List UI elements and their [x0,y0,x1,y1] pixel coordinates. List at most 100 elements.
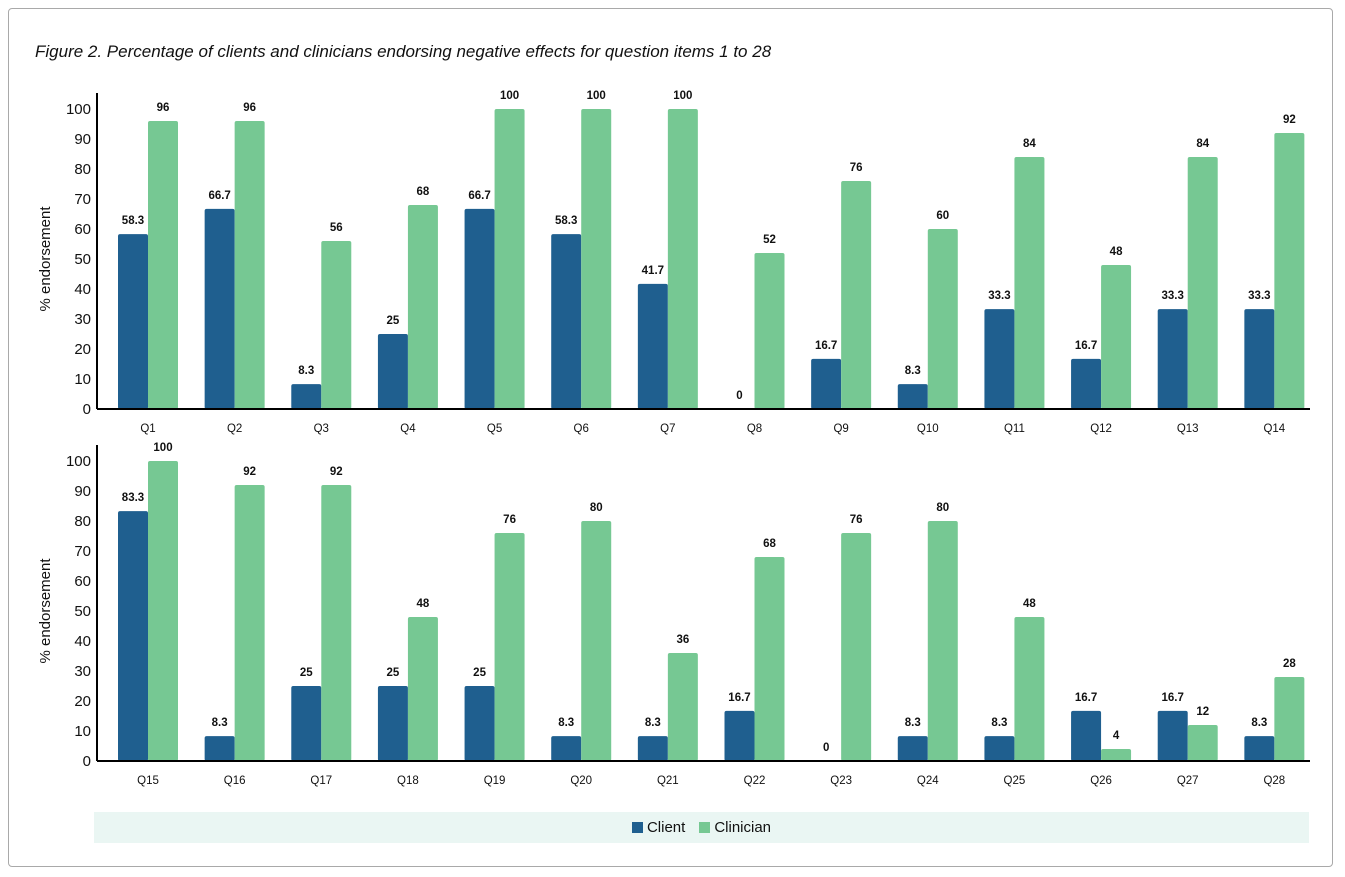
y-tick-label: 10 [74,723,91,740]
x-tick-label: Q17 [310,775,332,787]
bar-clinician [581,521,612,761]
data-label: 92 [330,466,343,478]
bar-client [551,736,582,761]
y-tick-label: 70 [74,543,91,560]
data-label: 48 [1110,246,1123,258]
x-tick-label: Q1 [140,423,155,435]
y-tick-label: 60 [74,573,91,590]
x-tick-label: Q22 [744,775,766,787]
data-label: 66.7 [208,190,230,202]
y-tick-label: 100 [66,453,91,470]
data-label: 76 [850,514,863,526]
bar-client [118,511,148,761]
bar-clinician [494,109,525,409]
bar-clinician [407,205,438,409]
data-label: 8.3 [905,717,921,729]
y-tick-label: 40 [74,633,91,650]
bar-client [637,283,668,409]
data-label: 16.7 [1162,692,1184,704]
data-label: 84 [1196,138,1209,150]
bar-client [377,334,408,409]
data-label: 58.3 [555,215,577,227]
y-axis-label: % endorsement [37,206,54,312]
bar-client [1071,358,1102,409]
bar-clinician [321,241,352,409]
x-tick-label: Q3 [314,423,329,435]
y-tick-label: 90 [74,483,91,500]
bar-clinician [234,485,265,761]
bar-clinician [234,121,265,409]
x-tick-label: Q13 [1177,423,1199,435]
bar-client [897,736,928,761]
data-label: 16.7 [1075,692,1097,704]
bar-clinician [667,653,698,761]
data-label: 100 [153,442,172,454]
bar-clinician [841,533,872,761]
bar-clinician [321,485,352,761]
y-tick-label: 20 [74,341,91,358]
data-label: 8.3 [298,365,314,377]
bar-client [984,736,1015,761]
y-tick-label: 90 [74,131,91,148]
data-label: 8.3 [645,717,661,729]
data-label: 92 [1283,114,1296,126]
data-label: 25 [473,667,486,679]
data-label: 76 [850,162,863,174]
data-label: 100 [500,90,519,102]
bar-client [1244,736,1275,761]
x-tick-label: Q10 [917,423,939,435]
y-tick-label: 30 [74,311,91,328]
bar-clinician [1274,133,1305,409]
y-tick-label: 50 [74,603,91,620]
data-label: 8.3 [905,365,921,377]
x-tick-label: Q15 [137,775,159,787]
bar-client [118,234,148,409]
data-label: 33.3 [1248,290,1270,302]
bar-client [204,208,235,409]
data-label: 4 [1113,730,1120,742]
x-tick-label: Q16 [224,775,246,787]
data-label: 33.3 [988,290,1010,302]
bar-client [291,686,322,761]
legend-item-clinician: Clinician [699,819,771,836]
data-label: 12 [1196,706,1209,718]
bar-clinician [1014,157,1045,409]
data-label: 8.3 [558,717,574,729]
y-tick-label: 100 [66,101,91,118]
y-tick-label: 40 [74,281,91,298]
data-label: 58.3 [122,215,144,227]
data-label: 25 [300,667,313,679]
x-tick-label: Q23 [830,775,852,787]
bar-clinician [927,229,958,409]
data-label: 8.3 [212,717,228,729]
x-tick-label: Q9 [833,423,848,435]
x-tick-label: Q28 [1263,775,1285,787]
y-tick-label: 80 [74,161,91,178]
bar-clinician [1187,725,1218,761]
x-tick-label: Q21 [657,775,679,787]
bar-client [811,358,842,409]
x-tick-label: Q26 [1090,775,1112,787]
bar-clinician [148,121,178,409]
y-tick-label: 80 [74,513,91,530]
legend-item-client: Client [631,819,685,836]
bar-clinician [754,253,785,409]
data-label: 68 [763,538,776,550]
y-tick-label: 0 [83,753,91,770]
data-label: 25 [387,315,400,327]
data-label: 80 [590,502,603,514]
data-label: 16.7 [1075,340,1097,352]
bar-clinician [407,617,438,761]
bar-client [1244,309,1275,409]
bar-client [1071,710,1102,761]
data-label: 84 [1023,138,1036,150]
legend: Client Clinician [94,812,1309,843]
bar-client [377,686,408,761]
y-tick-label: 50 [74,251,91,268]
bar-clinician [754,557,785,761]
bar-clinician [667,109,698,409]
bar-client [984,309,1015,409]
bar-client [724,710,755,761]
data-label: 76 [503,514,516,526]
data-label: 83.3 [122,492,144,504]
